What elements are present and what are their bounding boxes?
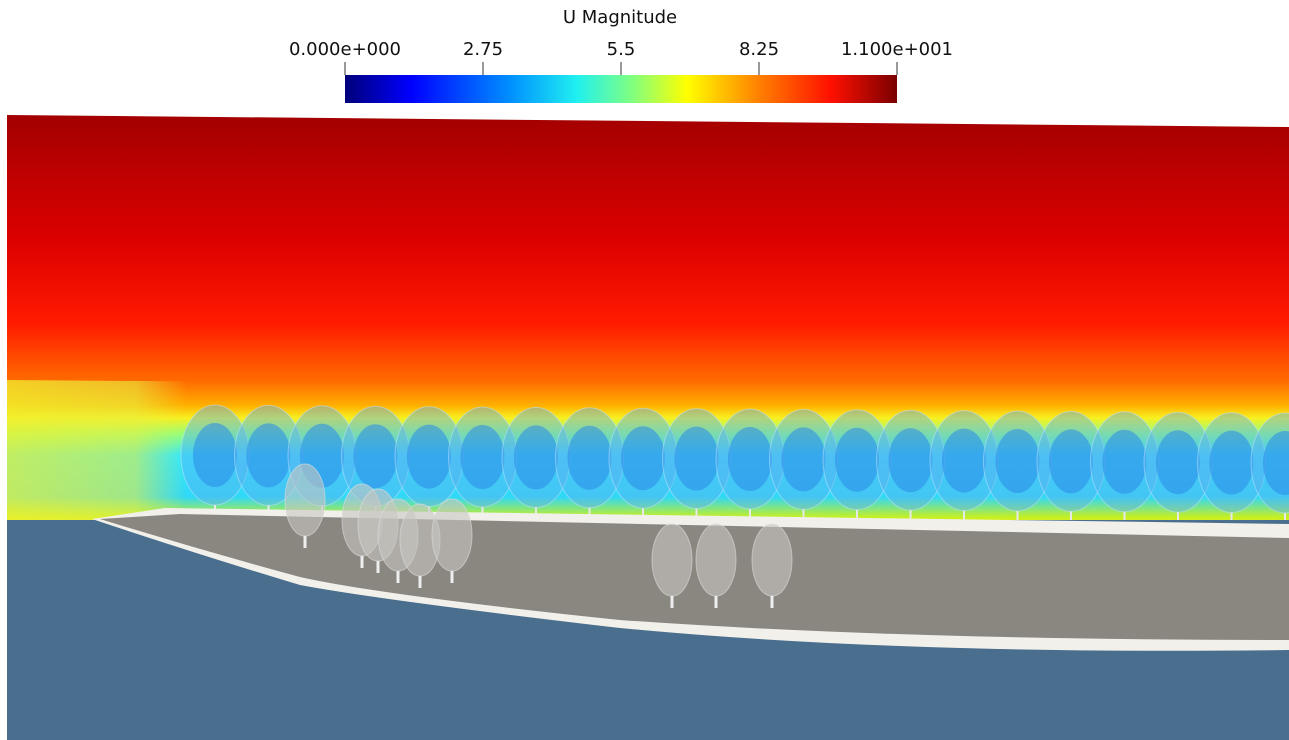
colorbar-tick-label: 0.000e+000 bbox=[289, 39, 401, 60]
tree-core bbox=[354, 424, 398, 488]
tree-core bbox=[247, 423, 291, 487]
tree-core bbox=[996, 429, 1040, 493]
tree-core bbox=[514, 425, 558, 489]
ground-tree bbox=[696, 524, 736, 596]
tree-core bbox=[942, 429, 986, 493]
tree-core bbox=[728, 427, 772, 491]
tree-core bbox=[889, 428, 933, 492]
colorbar-title: U Magnitude bbox=[563, 7, 677, 28]
viewport: {"colorbar": {"title": "U Magnitude", "r… bbox=[0, 0, 1289, 740]
colorbar bbox=[345, 75, 897, 103]
ground-tree bbox=[752, 524, 792, 596]
page: html, body { margin: 0; padding: 0; back… bbox=[0, 0, 1289, 740]
tree-core bbox=[675, 427, 719, 491]
render-view: U Magnitude 0.000e+000 2.75 5.5 8.25 1.100e+… bbox=[0, 0, 1289, 740]
tree-core bbox=[193, 423, 237, 487]
ground-tree bbox=[652, 524, 692, 596]
colorbar-tick-label: 1.100e+001 bbox=[841, 39, 953, 60]
tree-core bbox=[835, 428, 879, 492]
ground-tree bbox=[432, 499, 472, 571]
colorbar-tick-label: 5.5 bbox=[607, 39, 636, 60]
colorbar-tick-label: 2.75 bbox=[463, 39, 503, 60]
tree-core bbox=[1156, 430, 1200, 494]
tree-core bbox=[461, 425, 505, 489]
tree-core bbox=[1103, 430, 1147, 494]
tree-core bbox=[1210, 431, 1254, 495]
tree-core bbox=[568, 426, 612, 490]
tree-core bbox=[1049, 429, 1093, 493]
tree-core bbox=[782, 427, 826, 491]
colorbar-ticks: 0.000e+000 2.75 5.5 8.25 1.100e+001 bbox=[289, 39, 953, 75]
tree-core bbox=[621, 426, 665, 490]
tree-core bbox=[407, 425, 451, 489]
ground-tree bbox=[285, 464, 325, 536]
colorbar-tick-label: 8.25 bbox=[739, 39, 779, 60]
